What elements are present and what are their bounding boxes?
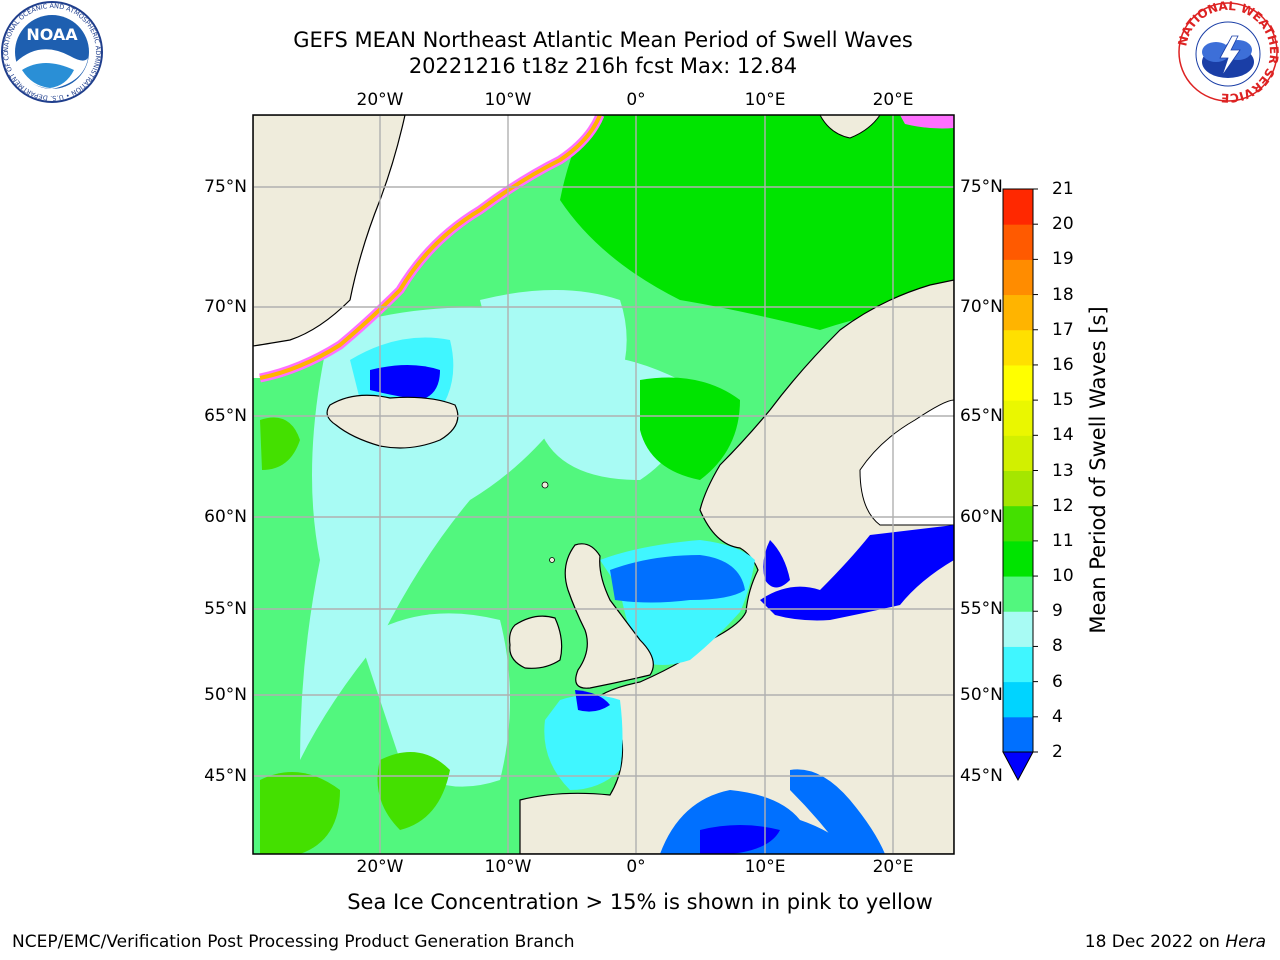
lat-label-45n-left: 45°N (204, 766, 247, 786)
lon-label-10e-top: 10°E (744, 90, 786, 110)
colorbar-tick-label: 12 (1052, 495, 1074, 516)
colorbar-swatch (1003, 505, 1033, 542)
colorbar-tick-label: 8 (1052, 636, 1063, 657)
great-britain (564, 543, 654, 689)
footer-credit: NCEP/EMC/Verification Post Processing Pr… (12, 932, 575, 952)
lat-label-60n-right: 60°N (960, 507, 1003, 527)
colorbar-swatch (1003, 259, 1033, 296)
lat-label-60n-left: 60°N (204, 507, 247, 527)
lat-label-70n-left: 70°N (204, 297, 247, 317)
lat-label-55n-right: 55°N (960, 599, 1003, 619)
colorbar-swatch (1003, 224, 1033, 260)
colorbar-tick-label: 15 (1052, 390, 1074, 411)
lon-label-20w-bottom: 20°W (356, 857, 404, 877)
colorbar-tick-label: 21 (1052, 179, 1074, 199)
colorbar-tick-label: 11 (1052, 530, 1074, 551)
lat-label-65n-right: 65°N (960, 406, 1003, 426)
footer-date: 18 Dec 2022 on Hera (1085, 932, 1266, 952)
title-line-2: 20221216 t18z 216h fcst Max: 12.84 (408, 54, 798, 78)
lat-label-70n-right: 70°N (960, 297, 1003, 317)
iceland (326, 394, 459, 449)
colorbar-swatch (1003, 435, 1033, 471)
colorbar-swatch (1003, 329, 1033, 366)
colorbar (1002, 188, 1038, 782)
colorbar-swatch (1003, 294, 1033, 331)
footer-date-text: 18 Dec 2022 on (1084, 932, 1226, 952)
colorbar-tick-label: 17 (1052, 319, 1074, 340)
colorbar-swatch (1003, 576, 1033, 612)
lat-label-65n-left: 65°N (204, 406, 247, 426)
colorbar-tick-label: 14 (1052, 425, 1074, 446)
lon-label-10w-bottom: 10°W (484, 857, 532, 877)
nws-logo: NATIONAL WEATHER SERVICE (1176, 0, 1280, 104)
map-frame (252, 114, 955, 855)
noaa-logo: NATIONAL OCEANIC AND ATMOSPHERIC ADMINIS… (0, 0, 103, 103)
lat-label-50n-left: 50°N (204, 685, 247, 705)
colorbar-swatch (1003, 400, 1033, 436)
colorbar-tick-label: 6 (1052, 671, 1063, 692)
colorbar-tick-label: 10 (1052, 566, 1074, 587)
colorbar-swatch (1003, 540, 1033, 577)
colorbar-tick-label: 13 (1052, 460, 1074, 481)
graticule (253, 115, 954, 854)
lat-label-55n-left: 55°N (204, 599, 247, 619)
lon-label-0-bottom: 0° (626, 857, 646, 877)
colorbar-tick-label: 20 (1052, 214, 1074, 235)
colorbar-swatch (1003, 611, 1033, 647)
lon-label-10w-top: 10°W (484, 90, 532, 110)
colorbar-label: Mean Period of Swell Waves [s] (1086, 306, 1110, 634)
colorbar-swatch (1003, 189, 1033, 225)
lon-label-20e-bottom: 20°E (872, 857, 914, 877)
colorbar-swatch (1003, 716, 1033, 753)
lon-label-20e-top: 20°E (872, 90, 914, 110)
title-line-1: GEFS MEAN Northeast Atlantic Mean Period… (293, 28, 913, 52)
lat-label-75n-right: 75°N (960, 177, 1003, 197)
lat-label-45n-right: 45°N (960, 766, 1003, 786)
colorbar-swatch (1003, 681, 1033, 718)
colorbar-tick-label: 9 (1052, 601, 1063, 622)
lon-label-20w-top: 20°W (356, 90, 404, 110)
colorbar-tick-label: 2 (1052, 742, 1063, 762)
lat-label-50n-right: 50°N (960, 685, 1003, 705)
colorbar-tick-label: 19 (1052, 249, 1074, 270)
colorbar-swatch (1003, 470, 1033, 507)
svg-text:NOAA: NOAA (26, 25, 78, 44)
colorbar-under-arrow (1002, 751, 1034, 782)
colorbar-tick-label: 16 (1052, 354, 1074, 375)
colorbar-tick-label: 18 (1052, 284, 1074, 305)
footer-host: Hera (1225, 932, 1266, 952)
ireland (508, 615, 563, 669)
colorbar-swatch (1003, 646, 1033, 683)
lon-label-0-top: 0° (626, 90, 646, 110)
sea-ice-caption: Sea Ice Concentration > 15% is shown in … (347, 890, 933, 914)
lat-label-75n-left: 75°N (204, 177, 247, 197)
colorbar-swatch (1003, 364, 1033, 401)
lon-label-10e-bottom: 10°E (744, 857, 786, 877)
colorbar-tick-label: 4 (1052, 706, 1063, 727)
